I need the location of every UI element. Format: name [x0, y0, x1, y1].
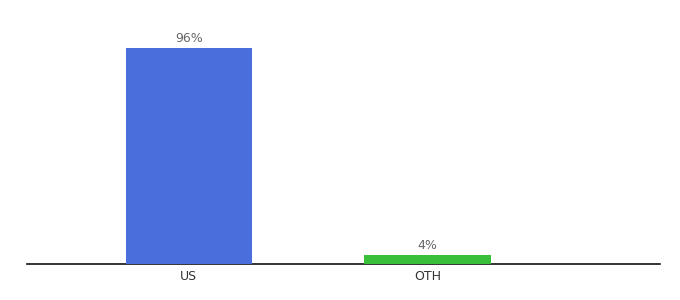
- Text: 4%: 4%: [418, 238, 438, 252]
- Text: 96%: 96%: [175, 32, 203, 45]
- Bar: [364, 255, 491, 264]
- Bar: [126, 48, 252, 264]
